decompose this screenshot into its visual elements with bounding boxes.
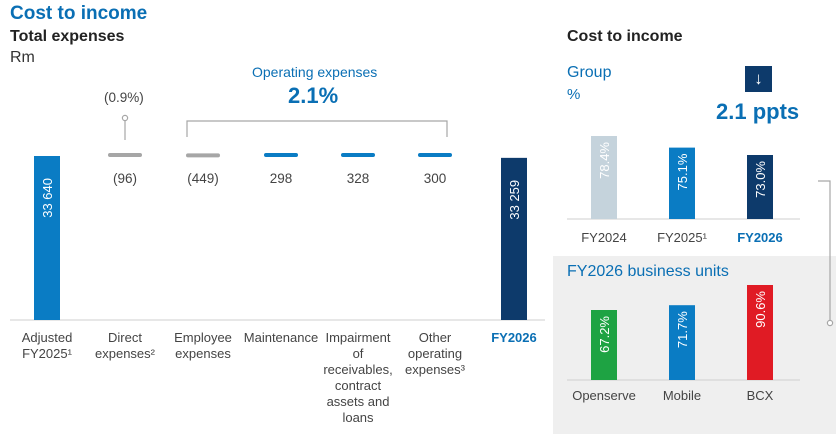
waterfall-category-label: contract <box>335 378 382 393</box>
group-bar <box>669 147 695 219</box>
business-unit-bar-label: 67.2% <box>597 316 612 353</box>
waterfall-category-label: FY2025¹ <box>22 346 73 361</box>
waterfall-category-label: expenses <box>175 346 231 361</box>
waterfall-delta-label: 298 <box>270 171 293 186</box>
waterfall-category-label: operating <box>408 346 462 361</box>
group-category-label: FY2024 <box>581 230 627 245</box>
group-bar-label: 75.1% <box>675 153 690 190</box>
waterfall-bar <box>34 156 60 320</box>
group-bar <box>591 136 617 219</box>
panel-title: Cost to income <box>567 28 683 45</box>
waterfall-category-label: Direct <box>108 330 142 345</box>
group-category-label: FY2025¹ <box>657 230 708 245</box>
operating-expenses-label: Operating expenses <box>252 64 378 80</box>
waterfall-delta-label: 300 <box>424 171 447 186</box>
direct-connector-dot <box>121 114 129 122</box>
direct-expenses-pct: (0.9%) <box>104 90 144 105</box>
group-bar-label: 78.4% <box>597 142 612 179</box>
group-bar-label: 73.0% <box>753 161 768 198</box>
business-unit-category-label: Mobile <box>663 388 701 403</box>
waterfall-delta-label: 328 <box>347 171 370 186</box>
down-arrow-icon: ↓ <box>745 66 772 92</box>
waterfall-category-label: Adjusted <box>22 330 73 345</box>
waterfall-category-label: Impairment <box>325 330 390 345</box>
waterfall-category-label: assets and <box>327 394 390 409</box>
waterfall-category-label: expenses³ <box>405 362 466 377</box>
business-unit-category-label: Openserve <box>572 388 636 403</box>
waterfall-category-label: Employee <box>174 330 232 345</box>
waterfall-category-label: loans <box>342 410 374 425</box>
business-units-title: FY2026 business units <box>567 263 729 280</box>
waterfall-category-label: receivables, <box>323 362 392 377</box>
unit-label: Rm <box>10 49 35 66</box>
group-label: Group <box>567 64 612 81</box>
chart-subtitle: Total expenses <box>10 28 125 45</box>
ppts-change: 2.1 ppts <box>716 99 800 124</box>
business-unit-bar-label: 90.6% <box>753 291 768 328</box>
waterfall-bar <box>501 157 527 320</box>
business-unit-bar <box>591 310 617 380</box>
business-unit-bar-label: 71.7% <box>675 311 690 348</box>
group-unit: % <box>567 86 581 103</box>
panel-connector-bracket <box>818 180 831 323</box>
business-unit-bar <box>669 305 695 380</box>
panel-connector-dot <box>826 319 834 327</box>
waterfall-delta-label: (449) <box>187 171 219 186</box>
group-category-label: FY2026 <box>737 230 783 245</box>
waterfall-category-label: expenses² <box>95 346 156 361</box>
waterfall-bar-label: 33 640 <box>40 178 55 218</box>
page-title: Cost to income <box>10 3 148 24</box>
waterfall-category-label: FY2026 <box>491 330 537 345</box>
group-bar <box>747 155 773 219</box>
waterfall-bar-label: 33 259 <box>507 180 522 220</box>
operating-expenses-value: 2.1% <box>288 83 339 108</box>
business-unit-category-label: BCX <box>747 388 774 403</box>
business-unit-bar <box>747 285 773 380</box>
waterfall-category-label: of <box>353 346 364 361</box>
waterfall-category-label: Other <box>419 330 452 345</box>
waterfall-category-label: Maintenance <box>244 330 318 345</box>
waterfall-delta-label: (96) <box>113 171 137 186</box>
operating-expenses-bracket <box>186 120 448 137</box>
